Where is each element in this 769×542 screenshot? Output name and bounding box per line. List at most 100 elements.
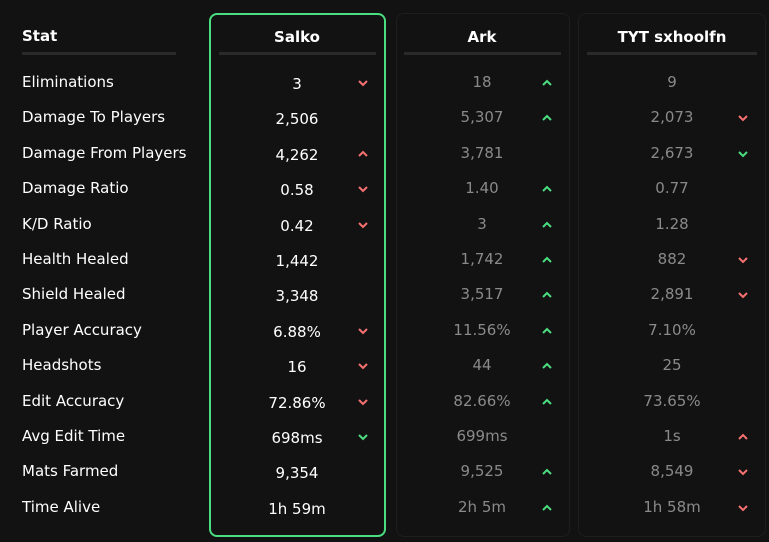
trend-arrow-down <box>358 221 368 229</box>
trend-arrow-down <box>358 80 368 87</box>
stat-value: 3,517 <box>460 285 504 304</box>
stat-label: Edit Accuracy <box>22 391 125 410</box>
player-header: Ark <box>467 28 497 46</box>
trend-arrow-up <box>738 433 748 440</box>
chevron <box>358 80 368 87</box>
stat-value: 0.77 <box>655 179 689 198</box>
stat-value: 2h 5m <box>458 497 506 516</box>
trend-arrow-up <box>542 468 552 476</box>
stat-value: 9 <box>667 73 677 91</box>
chevron <box>358 398 368 406</box>
stat-value: 1h 58m <box>643 497 701 516</box>
chevron <box>542 256 552 263</box>
trend-arrow-up <box>542 362 552 369</box>
chevron <box>738 257 748 264</box>
trend-arrow-down <box>358 363 368 370</box>
chevron <box>542 114 552 122</box>
stat-label: Damage Ratio <box>22 179 129 198</box>
divider <box>587 52 757 55</box>
stat-label: Health Healed <box>22 250 129 268</box>
chevron <box>738 292 748 299</box>
stat-value: 3 <box>477 214 487 233</box>
header: Stat <box>22 27 58 45</box>
trend-arrow-down <box>358 434 368 441</box>
chevron <box>738 469 748 476</box>
stat-value: 1h 59m <box>268 499 326 518</box>
trend-arrow-up <box>542 291 552 299</box>
stat-value: 18 <box>472 73 492 91</box>
stat-value: 0.42 <box>280 216 314 235</box>
trend-arrow-down <box>738 469 748 476</box>
chevron <box>542 291 552 299</box>
trend-arrow-up <box>358 150 368 157</box>
chevron <box>738 505 748 512</box>
stat-value: 72.86% <box>268 393 326 412</box>
stat-value: 3 <box>292 75 302 93</box>
chevron <box>542 185 552 192</box>
trend-arrow-down <box>358 398 368 406</box>
stat-label: Time Alive <box>22 497 101 516</box>
trend-arrow-up <box>542 398 552 405</box>
chevron <box>738 433 748 440</box>
stat-label: Mats Farmed <box>22 462 119 481</box>
stat-label: Shield Healed <box>22 285 126 304</box>
trend-arrow-up <box>542 504 552 511</box>
chevron <box>358 221 368 229</box>
stat-value: 1.28 <box>655 214 689 233</box>
stat-value: 44 <box>472 356 492 375</box>
stat-value: 25 <box>662 356 682 375</box>
divider <box>404 52 561 55</box>
chevron <box>542 468 552 476</box>
stat-value: 9,525 <box>460 462 504 481</box>
stat-label: Damage From Players <box>22 143 187 162</box>
trend-arrow-up <box>542 327 552 334</box>
chevron <box>542 504 552 511</box>
stat-value: 2,073 <box>650 108 694 127</box>
stat-label: Damage To Players <box>22 108 166 127</box>
divider <box>22 52 176 55</box>
trend-arrow-down <box>738 257 748 264</box>
chevron <box>542 398 552 405</box>
stat-label: Headshots <box>22 356 102 375</box>
stat-label: Eliminations <box>22 73 114 91</box>
stat-value: 73.65% <box>643 391 701 410</box>
trend-arrow-down <box>358 186 368 193</box>
trend-arrow-down <box>738 292 748 299</box>
stat-value: 1,742 <box>460 250 504 268</box>
trend-arrow-up <box>542 221 552 228</box>
trend-arrow-up <box>542 256 552 263</box>
chevron <box>738 115 748 122</box>
chevron <box>542 327 552 334</box>
highlight-column <box>209 13 386 537</box>
stat-label: Avg Edit Time <box>22 427 126 445</box>
chevron <box>358 186 368 193</box>
stat-value: 2,506 <box>275 110 319 129</box>
stat-value: 6.88% <box>273 322 321 341</box>
player-header: Salko <box>274 28 320 46</box>
stat-value: 3,348 <box>275 287 319 306</box>
stat-value: 3,781 <box>460 143 504 162</box>
trend-arrow-up <box>542 114 552 122</box>
stat-value: 9,354 <box>275 464 319 483</box>
column <box>396 13 570 537</box>
divider <box>219 52 376 55</box>
stat-value: 1,442 <box>275 252 319 270</box>
stat-value: 4,262 <box>275 145 319 164</box>
stat-value: 882 <box>657 250 687 268</box>
stat-value: 1s <box>663 427 681 445</box>
trend-arrow-up <box>542 185 552 192</box>
stat-value: 2,891 <box>650 285 694 304</box>
stat-value: 82.66% <box>453 391 511 410</box>
column <box>578 13 766 537</box>
stat-value: 699ms <box>456 427 508 445</box>
stat-value: 7.10% <box>648 320 696 339</box>
chevron <box>358 150 368 157</box>
stat-value: 698ms <box>271 429 323 447</box>
stat-value: 1.40 <box>465 179 499 198</box>
stat-value: 2,673 <box>650 143 694 162</box>
chevron <box>542 221 552 228</box>
chevron <box>542 362 552 369</box>
stat-value: 8,549 <box>650 462 694 481</box>
trend-arrow-down <box>738 115 748 122</box>
stat-value: 5,307 <box>460 108 504 127</box>
